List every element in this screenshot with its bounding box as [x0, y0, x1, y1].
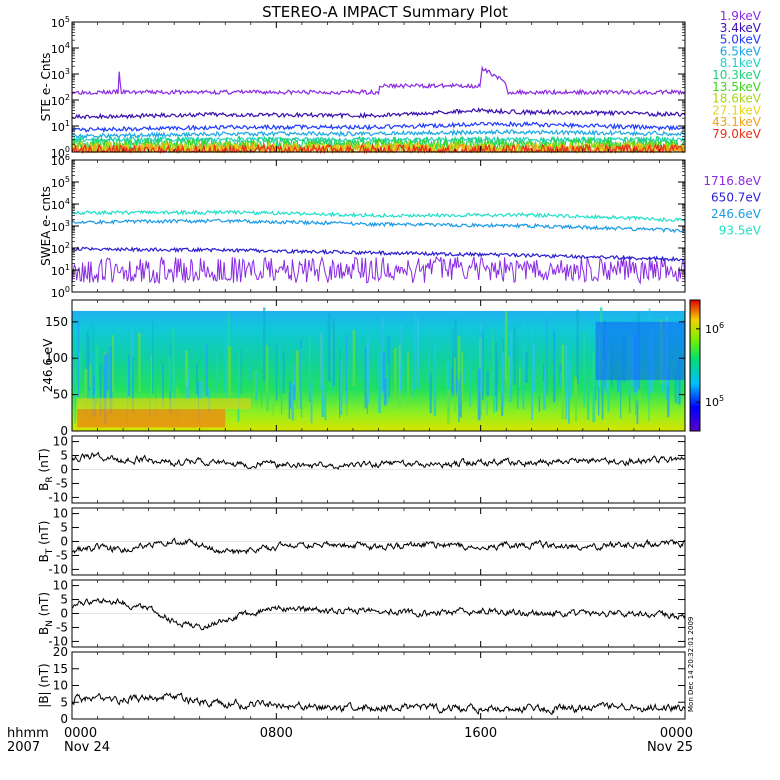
- y-axis-label: STE e- Cnts: [39, 53, 53, 122]
- y-tick-label: -5: [56, 548, 68, 562]
- y-tick-label: 5: [60, 521, 68, 535]
- y-tick-label: 0: [60, 712, 68, 726]
- series-line: [71, 537, 685, 555]
- series-line: [71, 218, 686, 234]
- series-line: [71, 139, 686, 155]
- legend-entry: 79.0keV: [712, 127, 762, 141]
- y-tick-label: -10: [48, 634, 68, 648]
- y-tick-label: 150: [45, 315, 68, 329]
- legend-entry: 1.9keV: [720, 9, 762, 23]
- colorbar-tick-label: 106: [705, 321, 724, 336]
- y-tick-label: 102: [51, 241, 70, 256]
- panel-b: 20 15 10 5 0 |B| (nT): [37, 645, 686, 726]
- y-tick-label: 103: [51, 67, 70, 82]
- x-tick-time: 0000: [64, 726, 97, 741]
- series-line: [71, 65, 686, 96]
- x-tick-time: 0000: [660, 726, 693, 741]
- panel-frame: [71, 159, 686, 293]
- legend-entry: 43.1keV: [712, 115, 762, 129]
- y-tick-label: 106: [51, 153, 70, 168]
- y-tick-label: 15: [53, 662, 68, 676]
- y-tick-label: 105: [51, 175, 70, 190]
- panel-swea: 1716.8eV 650.7eV 246.6eV 93.5eV 100 101 102 103…: [39, 153, 762, 300]
- legend-entry: 27.1keV: [712, 103, 762, 117]
- y-tick-label: 0: [60, 424, 68, 438]
- y-tick-label: 104: [51, 41, 70, 56]
- y-tick-label: 105: [51, 15, 70, 30]
- y-tick-label: 101: [51, 119, 70, 134]
- y-tick-label: 10: [53, 679, 68, 693]
- legend-entry: 8.1keV: [720, 56, 762, 70]
- legend-entry: 6.5keV: [720, 44, 762, 58]
- series-line: [71, 128, 686, 140]
- x-tick-time: 1600: [464, 726, 497, 741]
- y-axis-label: SWEA e- cnts: [39, 186, 53, 266]
- y-tick-label: 5: [60, 695, 68, 709]
- series-line: [71, 255, 686, 285]
- y-axis-label: BT (nT): [37, 521, 55, 563]
- y-tick-label: 0: [60, 607, 68, 621]
- y-tick-label: 0: [60, 535, 68, 549]
- chart-title: STEREO-A IMPACT Summary Plot: [262, 3, 508, 21]
- y-axis-label: BR (nT): [37, 448, 55, 491]
- legend-entry: 246.6eV: [711, 207, 762, 221]
- spectrogram-blue-region: [595, 321, 685, 381]
- y-tick-label: 10: [53, 435, 68, 449]
- spectrogram-orange-region: [77, 409, 226, 428]
- colorbar-tick-label: 105: [705, 394, 724, 409]
- y-tick-label: -5: [56, 476, 68, 490]
- y-tick-label: -10: [48, 490, 68, 504]
- generation-timestamp: Mon Dec 14 20:32:01 2009: [687, 617, 695, 712]
- x-tick-date: Nov 25: [647, 740, 693, 755]
- legend-entry: 10.3keV: [712, 68, 762, 82]
- series-line: [71, 246, 686, 263]
- legend-entry: 650.7eV: [711, 191, 762, 205]
- legend-entry: 1716.8eV: [703, 174, 761, 188]
- series-line: [71, 451, 686, 471]
- y-tick-label: -5: [56, 620, 68, 634]
- series-line: [71, 597, 686, 631]
- legend-entry: 3.4keV: [720, 21, 762, 35]
- legend-entry: 18.6keV: [712, 92, 762, 106]
- y-tick-label: 0: [60, 463, 68, 477]
- year-label: 2007: [7, 740, 40, 755]
- y-tick-label: 102: [51, 93, 70, 108]
- y-tick-label: 10: [53, 579, 68, 593]
- y-tick-label: 10: [53, 507, 68, 521]
- series-line: [71, 107, 686, 120]
- y-tick-label: 101: [51, 263, 70, 278]
- time-axis-unit: hhmm: [7, 726, 49, 741]
- legend-entry: 5.0keV: [720, 33, 762, 47]
- x-tick-date: Nov 24: [64, 740, 110, 755]
- panel-spectrogram: 0 50 100 150 106 105 246.6 eV: [41, 299, 724, 438]
- y-axis-label: 246.6 eV: [41, 338, 55, 393]
- y-tick-label: 103: [51, 219, 70, 234]
- y-tick-label: 100: [45, 351, 68, 365]
- legend-entry: 13.5keV: [712, 80, 762, 94]
- y-tick-label: 100: [51, 285, 70, 300]
- y-tick-label: 104: [51, 197, 70, 212]
- y-tick-label: 20: [53, 645, 68, 659]
- y-tick-label: 100: [51, 145, 70, 160]
- series-line: [71, 692, 686, 716]
- y-tick-label: 50: [53, 388, 68, 402]
- series-line: [71, 209, 686, 223]
- y-axis-label: |B| (nT): [37, 663, 51, 707]
- y-tick-label: -10: [48, 562, 68, 576]
- y-tick-label: 5: [60, 593, 68, 607]
- series-line: [71, 120, 686, 134]
- colorbar: [689, 299, 701, 432]
- legend-entry: 93.5eV: [719, 224, 762, 238]
- panel-ste: 1.9keV3.4keV5.0keV6.5keV8.1keV10.3keV13.…: [39, 9, 762, 160]
- y-axis-label: BN (nT): [37, 592, 55, 635]
- x-tick-time: 0800: [260, 726, 293, 741]
- y-tick-label: 5: [60, 449, 68, 463]
